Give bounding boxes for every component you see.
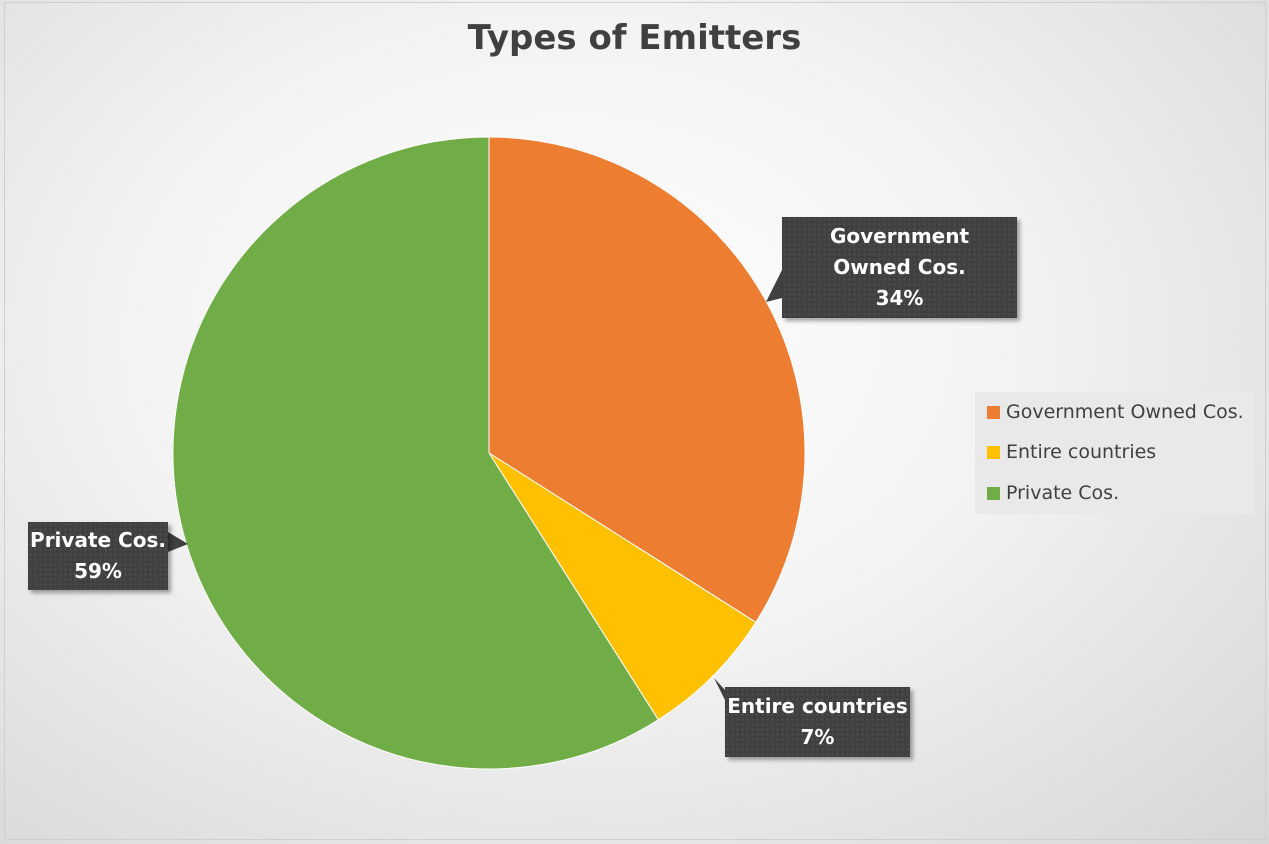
pie-slice-government bbox=[488, 136, 806, 624]
legend-swatch bbox=[987, 445, 1000, 459]
pie-slice-private bbox=[172, 136, 660, 770]
data-label-government: Government Owned Cos. 34% bbox=[782, 217, 1017, 318]
callout-pointer-countries bbox=[714, 678, 725, 700]
data-label-category: Entire countries bbox=[727, 694, 908, 718]
data-label-value: 7% bbox=[800, 725, 835, 749]
data-label-value: 34% bbox=[875, 286, 924, 310]
legend-swatch bbox=[987, 486, 1000, 500]
chart-area bbox=[4, 2, 1266, 840]
legend: Government Owned Cos. Entire countries P… bbox=[975, 392, 1254, 514]
legend-label: Government Owned Cos. bbox=[1006, 401, 1244, 423]
data-label-category: Government Owned Cos. bbox=[829, 224, 970, 279]
data-label-countries: Entire countries 7% bbox=[725, 687, 910, 757]
legend-item-private: Private Cos. bbox=[987, 482, 1119, 504]
legend-label: Private Cos. bbox=[1006, 482, 1120, 504]
pie-slice-countries bbox=[488, 452, 757, 721]
data-label-category: Private Cos. bbox=[30, 528, 166, 552]
callout-pointer-government bbox=[766, 270, 782, 302]
legend-swatch bbox=[987, 405, 1000, 419]
chart-title: Types of Emitters bbox=[467, 18, 802, 58]
legend-label: Entire countries bbox=[1006, 441, 1157, 463]
data-label-value: 59% bbox=[74, 559, 122, 583]
callout-pointer-private bbox=[168, 532, 188, 552]
legend-item-countries: Entire countries bbox=[987, 441, 1156, 463]
legend-item-government: Government Owned Cos. bbox=[987, 401, 1244, 423]
data-label-private: Private Cos. 59% bbox=[28, 522, 168, 590]
